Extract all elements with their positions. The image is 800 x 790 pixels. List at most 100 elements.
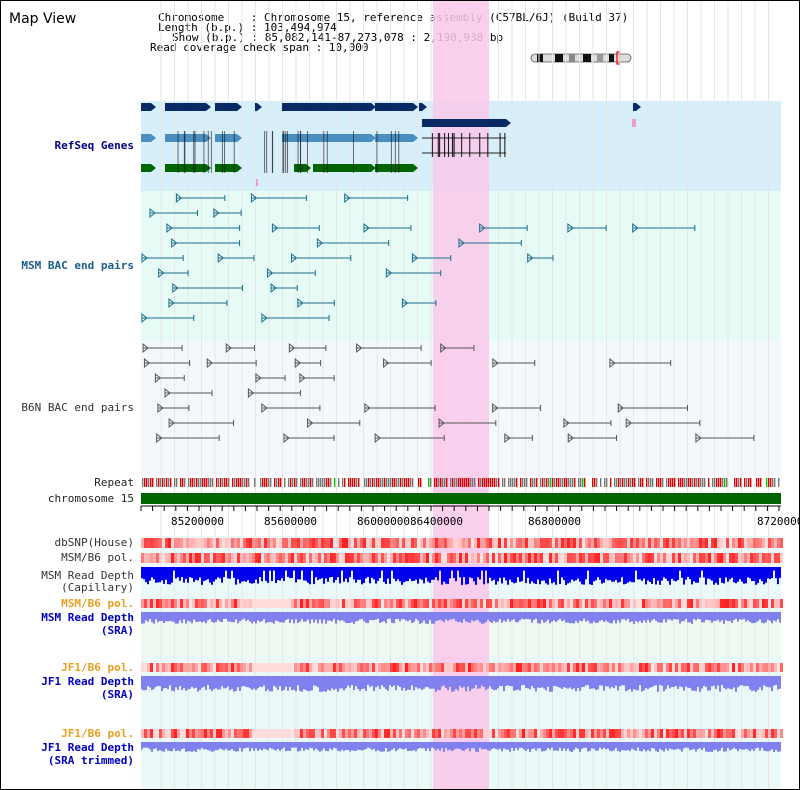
polymorphism-cell (576, 599, 579, 608)
polymorphism-cell (447, 663, 450, 672)
jf1-b6-pol-label[interactable]: JF1/B6 pol. (61, 661, 134, 674)
depth-bar (239, 567, 241, 584)
polymorphism-cell (156, 599, 159, 608)
depth-bar (387, 742, 389, 752)
gene-arrow (422, 103, 427, 111)
depth-bar (155, 742, 157, 749)
polymorphism-cell (447, 729, 450, 738)
polymorphism-cell (462, 599, 465, 608)
dbsnp-label[interactable]: dbSNP(House) (54, 536, 134, 549)
gene-arrow (371, 103, 376, 111)
depth-bar (427, 742, 429, 749)
msm-depth-capillary-label[interactable]: MSM Read Depth (41, 569, 134, 582)
polymorphism-cell (255, 599, 258, 608)
polymorphism-cell (669, 663, 672, 672)
repeat-mark (208, 478, 210, 487)
polymorphism-cell (600, 663, 603, 672)
depth-bar (381, 567, 383, 571)
depth-bar (201, 676, 203, 688)
msm-bac-label[interactable]: MSM BAC end pairs (21, 259, 134, 272)
polymorphism-cell (657, 663, 660, 672)
repeat-mark (740, 478, 742, 487)
polymorphism-cell (183, 729, 186, 738)
depth-bar (161, 612, 163, 622)
b6n-bac-label[interactable]: B6N BAC end pairs (21, 401, 134, 414)
polymorphism-cell (747, 663, 750, 672)
polymorphism-cell (633, 599, 636, 608)
polymorphism-cell (324, 553, 327, 563)
polymorphism-cell (591, 729, 594, 738)
depth-bar (169, 567, 171, 585)
gene-block (375, 164, 413, 172)
depth-bar (513, 742, 515, 751)
msm-b6-pol-label-2[interactable]: MSM/B6 pol. (61, 597, 134, 610)
depth-bar (215, 742, 217, 750)
polymorphism-cell (678, 663, 681, 672)
polymorphism-cell (594, 663, 597, 672)
repeat-mark (146, 478, 148, 487)
depth-bar (151, 612, 153, 623)
depth-bar (513, 612, 515, 620)
depth-bar (213, 742, 215, 752)
refseq-genes-glyphs[interactable] (141, 103, 641, 186)
b6n-bac-pairs-glyphs[interactable] (142, 342, 755, 444)
polymorphism-cell (531, 553, 534, 563)
depth-bar (253, 742, 255, 751)
polymorphism-cell (330, 599, 333, 608)
bac-end-glyph (175, 192, 183, 204)
repeat-track[interactable] (142, 478, 780, 487)
repeat-mark (348, 478, 350, 487)
msm-depth-sra-label[interactable]: MSM Read Depth (41, 611, 134, 624)
polymorphism-cell (567, 538, 570, 548)
depth-bar (149, 742, 151, 750)
polymorphism-cell (414, 729, 417, 738)
repeat-mark (550, 478, 552, 487)
jf1-depth-sra-label[interactable]: JF1 Read Depth (41, 675, 134, 688)
polymorphism-cell (405, 729, 408, 738)
polymorphism-cell (354, 538, 357, 548)
polymorphism-cell (348, 663, 351, 672)
read-depth-tracks[interactable] (141, 567, 781, 752)
polymorphism-cell (267, 729, 270, 738)
highlight-region[interactable] (433, 1, 489, 789)
polymorphism-cell (387, 553, 390, 563)
jf1-b6-pol-label-2[interactable]: JF1/B6 pol. (61, 727, 134, 740)
repeat-mark (150, 478, 152, 487)
polymorphism-cell (615, 599, 618, 608)
depth-bar (599, 612, 601, 621)
refseq-genes-label[interactable]: RefSeq Genes (54, 139, 134, 152)
depth-bar (597, 612, 599, 623)
polymorphism-cell (438, 538, 441, 548)
msm-b6-pol-label[interactable]: MSM/B6 pol. (61, 551, 134, 564)
polymorphism-cell (675, 553, 678, 563)
depth-bar (489, 567, 491, 578)
depth-bar (763, 612, 765, 624)
polymorphism-cell (258, 663, 261, 672)
depth-bar (563, 612, 565, 621)
depth-bar (711, 612, 713, 623)
chromosome-bar[interactable] (141, 493, 781, 504)
polymorphism-cell (363, 538, 366, 548)
depth-bar (433, 676, 435, 689)
polymorphism-cell (531, 538, 534, 548)
polymorphism-heat-tracks[interactable] (141, 538, 783, 738)
jf1-depth-trim-label[interactable]: JF1 Read Depth (41, 741, 134, 754)
depth-bar (147, 567, 149, 585)
msm-bac-pairs-glyphs[interactable] (141, 192, 696, 324)
depth-bar (171, 676, 173, 691)
depth-bar (611, 567, 613, 582)
repeat-mark (694, 478, 696, 487)
depth-bar (487, 676, 489, 689)
polymorphism-cell (678, 538, 681, 548)
polymorphism-cell (681, 553, 684, 563)
depth-bar (297, 612, 299, 624)
depth-bar (599, 567, 601, 580)
depth-bar (221, 612, 223, 623)
repeat-mark (618, 478, 620, 487)
polymorphism-cell (537, 553, 540, 563)
polymorphism-cell (765, 553, 768, 563)
polymorphism-cell (459, 599, 462, 608)
polymorphism-cell (357, 599, 360, 608)
polymorphism-cell (216, 599, 219, 608)
